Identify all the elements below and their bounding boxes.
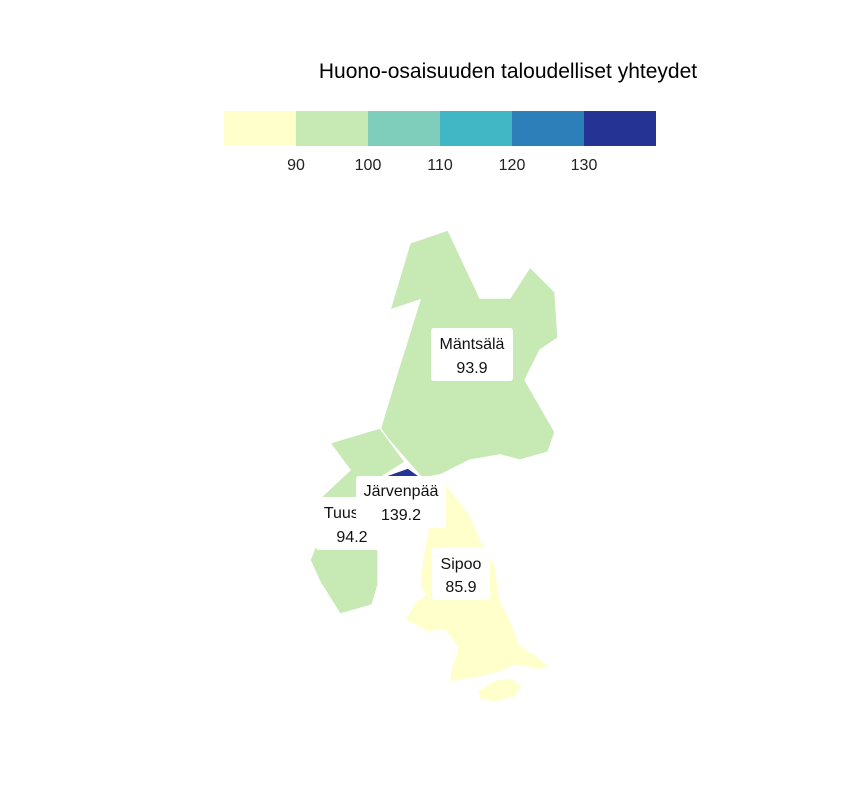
- region-value-label: 94.2: [336, 529, 367, 546]
- legend-tick-label: 100: [355, 157, 382, 174]
- legend-bin-1: [224, 111, 296, 146]
- legend-tick-label: 120: [499, 157, 526, 174]
- legend-bin-4: [440, 111, 512, 146]
- region-name-label: Järvenpää: [364, 483, 439, 500]
- region-value-label: 139.2: [381, 507, 421, 524]
- legend-bin-3: [368, 111, 440, 146]
- legend-tick-label: 90: [287, 157, 305, 174]
- region-value-label: 85.9: [445, 579, 476, 596]
- legend-tick-label: 130: [571, 157, 598, 174]
- legend-bin-6: [584, 111, 656, 146]
- region-sipoo-island[interactable]: [477, 677, 523, 703]
- label-box-mantsala: [431, 328, 513, 381]
- region-name-label: Mäntsälä: [440, 336, 505, 353]
- map-title: Huono-osaisuuden taloudelliset yhteydet: [319, 60, 697, 83]
- region-value-label: 93.9: [456, 360, 487, 377]
- region-labels: Mäntsälä 93.9 Tuusula 94.2 Järvenpää 139…: [316, 328, 513, 600]
- regions: [309, 229, 559, 703]
- label-box-sipoo: [432, 547, 490, 600]
- label-box-jarvenpaa: [356, 476, 446, 528]
- legend-tick-label: 110: [427, 157, 453, 174]
- legend: 90 100 110 120 130: [224, 111, 656, 174]
- legend-bin-2: [296, 111, 368, 146]
- region-name-label: Sipoo: [441, 556, 482, 573]
- legend-bin-5: [512, 111, 584, 146]
